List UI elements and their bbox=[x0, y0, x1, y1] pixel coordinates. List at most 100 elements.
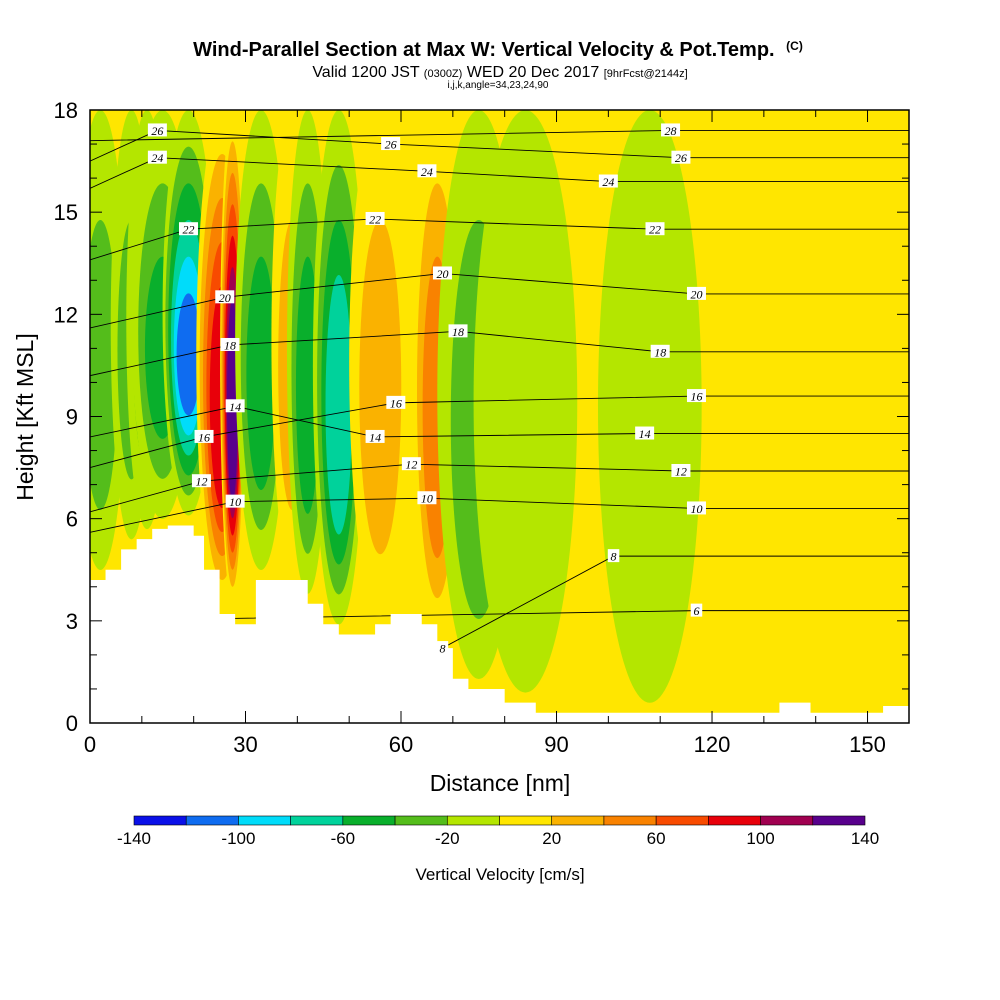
y-tick-label: 12 bbox=[54, 302, 78, 327]
velocity-column bbox=[235, 110, 287, 570]
y-tick-label: 15 bbox=[54, 200, 78, 225]
contour-label: 18 bbox=[448, 324, 468, 339]
contour-label-bg bbox=[386, 395, 406, 409]
colorbar-tick-label: 140 bbox=[851, 829, 879, 848]
contour-label-bg bbox=[365, 429, 385, 443]
velocity-column bbox=[597, 110, 702, 703]
contour-label: 26 bbox=[381, 137, 401, 152]
contour-label-text: 12 bbox=[405, 458, 417, 472]
contour-label-text: 16 bbox=[198, 430, 210, 444]
contour-label: 14 bbox=[635, 426, 655, 441]
y-tick-label: 3 bbox=[66, 609, 78, 634]
contour-label-bg bbox=[225, 494, 245, 508]
velocity-column bbox=[349, 110, 412, 615]
contour-label-text: 26 bbox=[385, 138, 397, 152]
contour-label-bg bbox=[661, 123, 681, 137]
colorbar-swatch bbox=[655, 815, 709, 826]
contour-label-text: 8 bbox=[611, 550, 617, 564]
colorbar-tick-label: 20 bbox=[542, 829, 561, 848]
x-tick-label: 60 bbox=[389, 732, 413, 757]
velocity-band bbox=[597, 110, 702, 703]
x-tick-label: 0 bbox=[84, 732, 96, 757]
contour-label-bg bbox=[225, 399, 245, 413]
colorbar-swatch bbox=[290, 815, 344, 826]
contour-label-text: 6 bbox=[693, 604, 699, 618]
contour-label: 20 bbox=[686, 286, 706, 301]
contour-label: 16 bbox=[386, 395, 406, 410]
velocity-band bbox=[473, 110, 578, 693]
contour-label-bg bbox=[381, 137, 401, 151]
contour-label-bg bbox=[191, 474, 211, 488]
contour-label: 22 bbox=[645, 222, 665, 237]
contour-label: 24 bbox=[147, 150, 167, 165]
colorbar-tick-label: 60 bbox=[647, 829, 666, 848]
velocity-column bbox=[473, 110, 578, 693]
contour-label-text: 8 bbox=[439, 642, 445, 656]
contour-label-bg bbox=[686, 286, 706, 300]
contour-label: 26 bbox=[147, 123, 167, 138]
contour-label-bg bbox=[645, 222, 665, 236]
contour-label-text: 18 bbox=[224, 338, 236, 352]
contour-label-bg bbox=[432, 266, 452, 280]
theta-contour-labels: 26 24 22 20 18 14 16 12 10 26 24 22 20 18 16 14 12 10 8 28 2… bbox=[147, 123, 706, 656]
contour-label-text: 14 bbox=[369, 430, 381, 444]
contour-label-text: 14 bbox=[639, 427, 651, 441]
contour-label-text: 24 bbox=[421, 165, 433, 179]
y-tick-label: 6 bbox=[66, 507, 78, 532]
contour-label: 8 bbox=[607, 549, 620, 564]
contour-label-bg bbox=[220, 337, 240, 351]
colorbar-tick-label: -140 bbox=[117, 829, 151, 848]
velocity-band bbox=[325, 275, 353, 535]
contour-label: 14 bbox=[225, 399, 245, 414]
contour-label-bg bbox=[417, 164, 437, 178]
contour-label-bg bbox=[147, 150, 167, 164]
contour-label-bg bbox=[690, 603, 703, 617]
contour-label-bg bbox=[448, 324, 468, 338]
contour-label-bg bbox=[686, 501, 706, 515]
contour-label-text: 26 bbox=[675, 151, 687, 165]
x-tick-label: 30 bbox=[233, 732, 257, 757]
contour-label-text: 16 bbox=[690, 390, 702, 404]
contour-label-bg bbox=[147, 123, 167, 137]
colorbar-swatch bbox=[394, 815, 448, 826]
contour-label: 24 bbox=[598, 174, 618, 189]
contour-label-text: 20 bbox=[690, 287, 702, 301]
contour-label: 20 bbox=[432, 266, 452, 281]
contour-label: 10 bbox=[686, 501, 706, 516]
colorbar-tick-label: -100 bbox=[221, 829, 255, 848]
contour-label-text: 28 bbox=[665, 124, 677, 138]
contour-label: 16 bbox=[194, 429, 214, 444]
colorbar-swatch bbox=[812, 815, 866, 826]
colorbar-tick-label: -20 bbox=[435, 829, 460, 848]
contour-label-bg bbox=[365, 211, 385, 225]
contour-label: 22 bbox=[178, 222, 198, 237]
contour-label: 10 bbox=[417, 491, 437, 506]
contour-label-bg bbox=[194, 429, 214, 443]
colorbar-swatch bbox=[342, 815, 396, 826]
x-tick-label: 90 bbox=[544, 732, 568, 757]
velocity-field bbox=[90, 110, 702, 703]
y-tick-label: 9 bbox=[66, 405, 78, 430]
contour-label: 18 bbox=[650, 344, 670, 359]
contour-label-text: 24 bbox=[151, 151, 163, 165]
velocity-column bbox=[312, 110, 365, 625]
chart-subtitle: Valid 1200 JST (0300Z) WED 20 Dec 2017 [… bbox=[312, 64, 687, 81]
velocity-band bbox=[246, 256, 276, 490]
y-axis-label: Height [Kft MSL] bbox=[12, 333, 38, 500]
contour-label-text: 10 bbox=[229, 495, 241, 509]
colorbar-swatch bbox=[551, 815, 605, 826]
chart-params: i,j,k,angle=34,23,24,90 bbox=[448, 80, 549, 91]
contour-label-text: 12 bbox=[195, 475, 207, 489]
contour-label-text: 20 bbox=[436, 267, 448, 281]
colorbar-swatch bbox=[760, 815, 814, 826]
contour-label-text: 10 bbox=[690, 502, 702, 516]
contour-label-text: 16 bbox=[390, 396, 402, 410]
contour-label-text: 10 bbox=[421, 492, 433, 506]
contour-label-text: 22 bbox=[649, 223, 661, 237]
colorbar-swatch bbox=[185, 815, 239, 826]
contour-label-bg bbox=[436, 641, 449, 655]
contour-label-bg bbox=[178, 222, 198, 236]
contour-label: 22 bbox=[365, 211, 385, 226]
colorbar-swatch bbox=[133, 815, 187, 826]
